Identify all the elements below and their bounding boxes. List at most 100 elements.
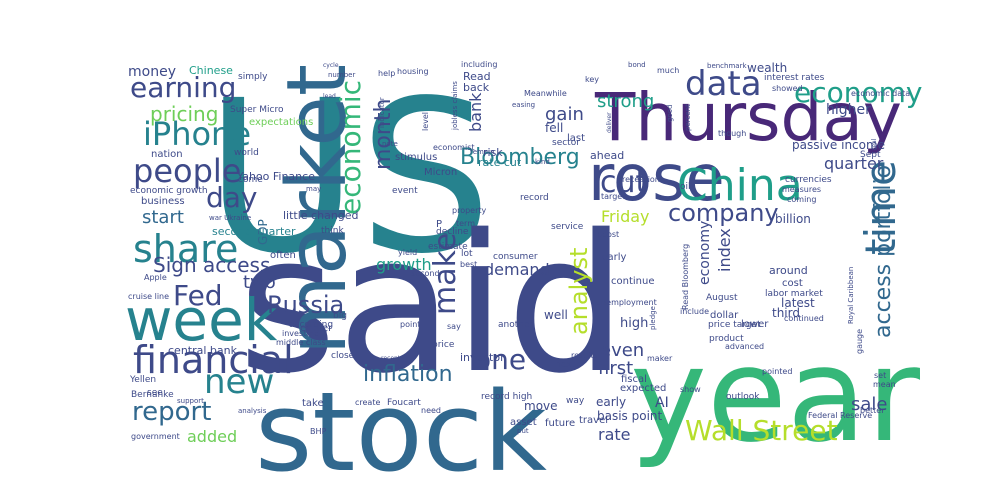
cloud-word-simply: simply: [238, 72, 268, 82]
cloud-word-make: make: [428, 233, 463, 315]
cloud-word-ai: AI: [655, 395, 669, 411]
cloud-word-currencies: currencies: [785, 175, 832, 185]
cloud-word-chinese: Chinese: [189, 64, 233, 77]
cloud-word-around: around: [769, 264, 808, 277]
cloud-word-see: see: [147, 388, 163, 398]
cloud-word-business: business: [141, 196, 185, 207]
cloud-word-nation: nation: [151, 149, 183, 160]
cloud-word-level: level: [421, 112, 430, 131]
cloud-word-wall-street: Wall Street: [685, 414, 838, 447]
cloud-word-strong: strong: [597, 91, 654, 112]
cloud-word-expectations: expectations: [249, 117, 313, 128]
cloud-word-showed: showed: [772, 84, 803, 93]
cloud-word-dollar: dollar: [710, 310, 739, 321]
cloud-word-china: China: [677, 160, 803, 211]
cloud-word-people: people: [133, 152, 241, 190]
cloud-word-us: US: [205, 55, 492, 300]
cloud-word-include: include: [680, 307, 709, 316]
cloud-word-rose: rose: [588, 142, 725, 216]
cloud-word-start: start: [142, 207, 184, 228]
cloud-word-financial: financial: [133, 338, 294, 382]
cloud-word-government: government: [131, 432, 180, 441]
cloud-word-remain: remain: [470, 148, 495, 156]
cloud-word-ahead: ahead: [590, 149, 624, 162]
cloud-word-year: year: [630, 319, 921, 471]
cloud-word-stimulus: stimulus: [395, 152, 437, 163]
cloud-word-billion: billion: [775, 212, 811, 226]
cloud-word-consumer: consumer: [493, 252, 538, 262]
cloud-word-economy: economy: [794, 76, 922, 109]
cloud-word-economic: economic: [334, 80, 367, 215]
cloud-word-super-micro: Super Micro: [230, 105, 284, 115]
cloud-word-day: day: [206, 181, 258, 214]
cloud-word-first: first: [598, 358, 633, 379]
cloud-word-growth: growth: [376, 255, 432, 274]
cloud-word-read: Read: [463, 70, 491, 83]
cloud-word-move: move: [524, 399, 558, 413]
cloud-word-event: event: [392, 186, 418, 196]
cloud-word-yield: yield: [398, 248, 417, 257]
cloud-word-lower: lower: [741, 319, 769, 330]
cloud-word-wealth: wealth: [747, 61, 787, 75]
cloud-word-month: month: [371, 99, 396, 170]
cloud-word-create: create: [355, 398, 380, 407]
cloud-word-jobless-claims: jobless claims: [451, 81, 459, 131]
cloud-word-little-changed: little changed: [283, 209, 359, 222]
cloud-word-middle-class: middle class: [276, 338, 326, 347]
cloud-word-point: point: [400, 320, 420, 329]
cloud-word-iphone: iPhone: [143, 115, 251, 153]
cloud-word-come: come: [238, 175, 263, 185]
cloud-word-new: new: [204, 362, 274, 402]
cloud-word-russia: Russia: [267, 291, 344, 319]
cloud-word-royal-caribbean: Royal Caribbean: [847, 267, 855, 324]
cloud-word-meanwhile: Meanwhile: [524, 89, 567, 98]
cloud-word-cut: cut: [600, 165, 648, 200]
cloud-word-micron: Micron: [424, 167, 457, 178]
cloud-word-kind: kind: [535, 158, 550, 166]
cloud-word-cycle: cycle: [323, 62, 339, 69]
cloud-word-including: including: [461, 60, 497, 69]
cloud-word-think: think: [321, 226, 344, 236]
cloud-word-results: results: [571, 351, 598, 360]
cloud-word-gdp: GDP: [256, 219, 270, 245]
cloud-word-price: price: [432, 340, 455, 350]
cloud-word-earlier: earlier: [300, 323, 333, 334]
cloud-word-oil: oil: [680, 182, 691, 192]
cloud-word-pointed: pointed: [762, 367, 792, 376]
cloud-word-second: second: [411, 269, 440, 278]
cloud-word-even: even: [600, 340, 644, 361]
cloud-word-index: index: [715, 228, 734, 272]
cloud-word-advanced: advanced: [725, 342, 764, 351]
cloud-word-product: product: [709, 334, 744, 344]
cloud-word-week: week: [125, 286, 278, 354]
cloud-word-inflation: inflation: [363, 362, 453, 387]
cloud-word-added: added: [187, 427, 237, 446]
cloud-word-apple: Apple: [144, 273, 167, 282]
cloud-word-note: note: [382, 140, 398, 148]
cloud-word-august: August: [706, 293, 738, 303]
cloud-word-sept: Sept: [860, 150, 881, 160]
cloud-word-interest-rates: interest rates: [764, 73, 825, 83]
cloud-word-sector: sector: [552, 138, 580, 148]
cloud-word-world: world: [234, 148, 259, 158]
cloud-word-earning: earning: [130, 71, 236, 104]
cloud-word-basis-point: basis point: [597, 409, 663, 423]
cloud-word-gauge: gauge: [855, 329, 864, 354]
cloud-word-need: need: [421, 406, 441, 415]
cloud-word-boost: boost: [597, 230, 619, 239]
cloud-word-put: put: [517, 427, 529, 435]
cloud-word-mean: mean: [873, 380, 896, 389]
cloud-word-service: service: [551, 222, 584, 232]
cloud-word-bernanke: Bernanke: [131, 390, 174, 400]
cloud-word-big: big: [333, 311, 347, 321]
cloud-word-money: money: [128, 64, 176, 80]
cloud-word-lead: lead: [323, 93, 336, 100]
cloud-word-cost: cost: [782, 278, 803, 289]
cloud-word-fell: fell: [545, 121, 563, 135]
cloud-word-pledge: pledge: [649, 306, 657, 330]
cloud-word-good: good: [666, 105, 674, 122]
cloud-word-close: close: [331, 351, 355, 361]
cloud-word-fiscal: fiscal: [621, 374, 647, 385]
cloud-word-data: data: [685, 64, 762, 104]
